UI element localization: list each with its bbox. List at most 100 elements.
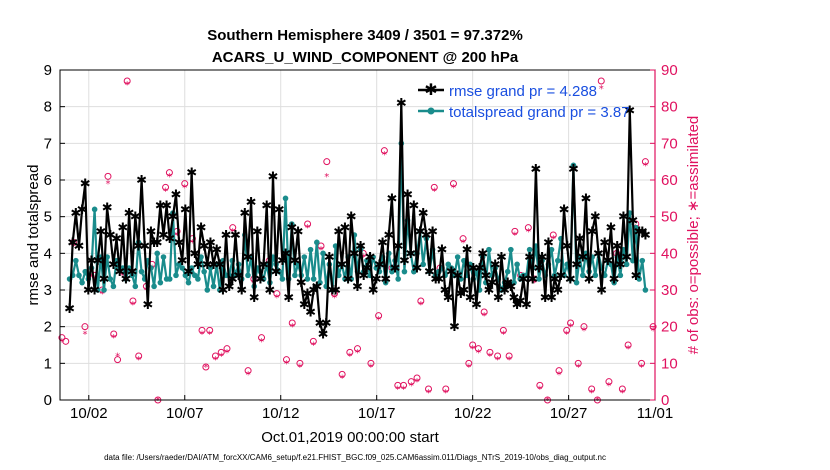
- rmse-point-147: ✱: [524, 251, 535, 266]
- grid-lines: [60, 69, 655, 401]
- obs-assimilated-point-70: *: [526, 227, 531, 238]
- totalspread-point-88: [342, 276, 348, 282]
- obs-possible-point-80: [580, 323, 588, 331]
- rmse-point-93: ✱: [355, 240, 366, 255]
- rmse-point-52: ✱: [227, 273, 238, 288]
- rmse-point-124: ✱: [452, 269, 463, 284]
- totalspread-point-35: [176, 261, 182, 268]
- obs-possible-point-38: [309, 337, 317, 345]
- rmse-point-41: ✱: [192, 258, 203, 273]
- y-right-tick-label-1: 10: [661, 355, 678, 372]
- rmse-point-64: ✱: [264, 284, 275, 299]
- totalspread-point-122: [448, 265, 455, 271]
- obs-assimilated-point-17: *: [175, 231, 180, 242]
- legend-spread-label: totalspread grand pr = 3.87: [449, 104, 630, 121]
- obs-possible-point-10: [123, 77, 131, 85]
- obs-possible-point-29: [244, 367, 252, 375]
- totalspread-point-3: [76, 272, 82, 279]
- rmse-point-116: ✱: [427, 225, 438, 240]
- rmse-point-83: ✱: [324, 251, 335, 266]
- rmse-point-40: ✱: [189, 247, 200, 262]
- obs-possible-point-56: [430, 183, 438, 191]
- obs-possible-point-89: [638, 359, 646, 367]
- rmse-point-119: ✱: [437, 243, 448, 258]
- rmse-point-92: ✱: [352, 280, 363, 295]
- rmse-point-183: ✱: [637, 225, 648, 240]
- obs-assimilated-point-33: *: [284, 359, 289, 370]
- obs-assimilated-point-80: *: [589, 388, 594, 399]
- obs-assimilated-point-51: *: [409, 381, 414, 392]
- totalspread-point-39: [188, 265, 195, 271]
- rmse-point-149: ✱: [530, 163, 541, 178]
- rmse-point-48: ✱: [214, 258, 225, 273]
- obs-possible-point-51: [400, 381, 408, 389]
- rmse-point-25: ✱: [142, 298, 153, 313]
- totalspread-point-150: [536, 276, 542, 282]
- obs-assimilated-point-55: *: [432, 187, 437, 198]
- totalspread-point-77: [307, 246, 314, 253]
- rmse-point-27: ✱: [149, 236, 160, 251]
- rmse-point-102: ✱: [383, 229, 394, 244]
- rmse-point-90: ✱: [346, 210, 357, 225]
- totalspread-point-147: [526, 246, 533, 253]
- obs-possible-point-55: [425, 385, 433, 393]
- rmse-point-74: ✱: [296, 276, 307, 291]
- totalspread-point-110: [411, 268, 417, 275]
- rmse-point-95: ✱: [361, 262, 372, 277]
- rmse-point-17: ✱: [117, 221, 128, 236]
- obs-possible-point-71: [524, 224, 532, 232]
- totalspread-point-23: [138, 268, 145, 275]
- totalspread-point-142: [511, 279, 517, 286]
- obs-assimilated-point-38: *: [319, 245, 324, 256]
- obs-possible-point-48: [380, 147, 388, 155]
- rmse-point-173: ✱: [606, 221, 617, 236]
- totalspread-point-161: [570, 162, 577, 169]
- obs-assimilated-point-75: *: [557, 370, 562, 381]
- obs-assimilated-point-71: *: [532, 278, 537, 289]
- totalspread-point-178: [623, 261, 630, 268]
- totalspread-point-4: [79, 279, 85, 286]
- totalspread-point-69: [282, 195, 289, 202]
- rmse-point-151: ✱: [537, 251, 548, 266]
- obs-assimilated-point-40: *: [332, 293, 337, 304]
- obs-assimilated-point-39: *: [324, 172, 329, 183]
- totalspread-point-154: [548, 246, 555, 253]
- rmse-point-57: ✱: [243, 251, 254, 266]
- rmse-point-103: ✱: [386, 192, 397, 207]
- rmse-point-6: ✱: [83, 284, 94, 299]
- rmse-point-175: ✱: [612, 240, 623, 255]
- totalspread-point-41: [195, 276, 201, 282]
- obs-possible-point-46: [367, 359, 375, 367]
- rmse-point-97: ✱: [368, 284, 379, 299]
- rmse-point-10: ✱: [95, 225, 106, 240]
- obs-assimilated-point-77: *: [568, 322, 573, 333]
- rmse-point-12: ✱: [102, 201, 113, 216]
- rmse-point-85: ✱: [330, 284, 341, 299]
- y-left-tick-label-1: 1: [44, 355, 52, 372]
- totalspread-point-174: [611, 279, 617, 286]
- rmse-point-28: ✱: [152, 236, 163, 251]
- rmse-point-139: ✱: [499, 284, 510, 299]
- obs-assimilated-point-72: *: [537, 385, 542, 396]
- rmse-point-18: ✱: [120, 273, 131, 288]
- rmse-point-127: ✱: [462, 243, 473, 258]
- obs-assimilated-point-89: *: [643, 161, 648, 172]
- chart-title-line1: Southern Hemisphere 3409 / 3501 = 97.372…: [207, 27, 523, 44]
- rmse-point-2: ✱: [70, 207, 81, 222]
- rmse-point-60: ✱: [252, 225, 263, 240]
- rmse-point-31: ✱: [161, 199, 172, 214]
- totalspread-point-13: [107, 276, 114, 282]
- obs-possible-point-76: [555, 367, 563, 375]
- obs-assimilated-point-78: *: [576, 363, 581, 374]
- y-right-tick-label-8: 80: [661, 99, 678, 116]
- rmse-point-163: ✱: [574, 232, 585, 247]
- obs-assimilated-point-74: *: [551, 234, 556, 245]
- obs-assimilated-point-86: *: [626, 344, 631, 355]
- obs-assimilated-point-53: *: [418, 300, 423, 311]
- y-left-tick-label-2: 2: [44, 319, 52, 336]
- rmse-point-172: ✱: [602, 254, 613, 269]
- rmse-point-146: ✱: [521, 298, 532, 313]
- rmse-point-89: ✱: [343, 273, 354, 288]
- rmse-point-181: ✱: [631, 269, 642, 284]
- obs-assimilated-point-32: *: [274, 293, 279, 304]
